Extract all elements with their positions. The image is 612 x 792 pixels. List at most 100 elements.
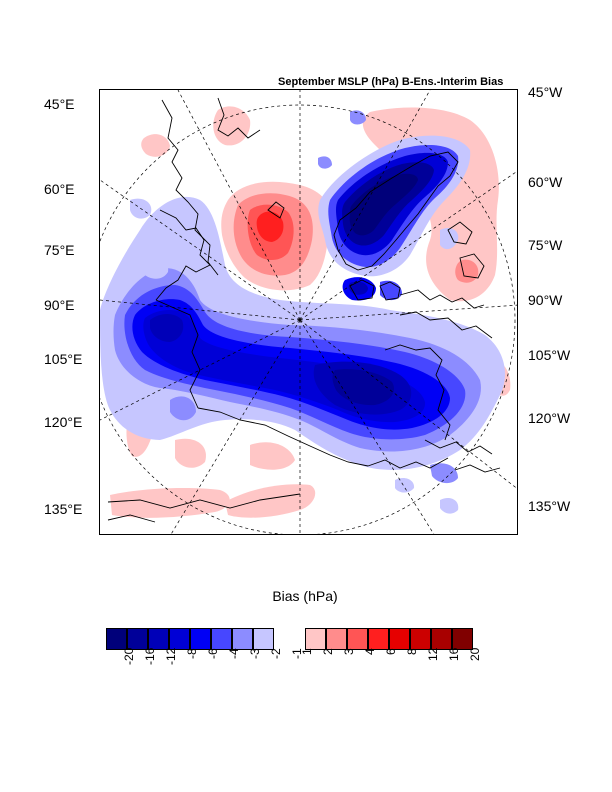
lon-label-135w: 135°W (528, 498, 571, 514)
coastline (155, 299, 201, 409)
bias-region (440, 498, 459, 514)
graticule-line (299, 90, 431, 321)
colorbar-swatch (389, 628, 410, 650)
colorbar-tick-label: 16 (447, 648, 461, 662)
colorbar-tick-label: 2 (321, 648, 335, 655)
colorbar-tick-label: 4 (363, 648, 377, 655)
graticule-line (170, 319, 301, 534)
bias-region (318, 156, 332, 169)
coastline (155, 209, 211, 301)
colorbar-swatch (431, 628, 452, 650)
lon-label-90e: 90°E (44, 297, 75, 313)
graticule-line (177, 90, 301, 321)
graticule-line (100, 179, 301, 321)
coastline (267, 201, 285, 219)
lon-label-60e: 60°E (44, 181, 75, 197)
coastline (379, 281, 401, 301)
graticule (100, 90, 517, 534)
bias-region (150, 314, 184, 342)
colorbar-title: Bias (hPa) (272, 588, 338, 604)
map-panel (99, 89, 518, 535)
coastline (447, 221, 473, 245)
colorbar-swatch (253, 628, 274, 650)
colorbar-tick-label: 1 (300, 648, 314, 655)
coastline (384, 344, 451, 441)
graticule-line (100, 319, 301, 421)
colorbar-swatch (305, 628, 326, 650)
lon-label-60w: 60°W (528, 174, 563, 190)
colorbar-swatch (211, 628, 232, 650)
colorbar-swatch (169, 628, 190, 650)
bias-region (213, 106, 251, 146)
colorbar-swatch (232, 628, 253, 650)
colorbar-tick-label: -3 (248, 648, 262, 659)
bias-region (225, 484, 316, 518)
coastline (459, 253, 485, 279)
colorbar-tick-label: -2 (269, 648, 283, 659)
colorbar-swatch (368, 628, 389, 650)
bias-region (170, 396, 196, 421)
graticule-line (299, 319, 435, 534)
coastline (454, 464, 501, 473)
lon-label-105w: 105°W (528, 347, 571, 363)
bias-region (440, 228, 459, 250)
colorbar-tick-label: 20 (468, 648, 482, 662)
colorbar-tick-label: 3 (342, 648, 356, 655)
coastline (107, 514, 156, 523)
bias-region (175, 438, 206, 468)
lon-label-75e: 75°E (44, 242, 75, 258)
plot-title: September MSLP (hPa) B-Ens.-Interim Bias (278, 76, 504, 88)
graticule-line (299, 304, 517, 321)
colorbar-swatch (274, 628, 295, 650)
coastline (349, 279, 375, 301)
colorbar-tick-label: -20 (122, 648, 136, 666)
bias-map (100, 90, 517, 534)
colorbar-swatch (190, 628, 211, 650)
colorbar-tick-label: -16 (143, 648, 157, 666)
colorbar-tick-label: -4 (227, 648, 241, 659)
coastline (197, 407, 369, 467)
bias-region (250, 442, 295, 470)
bias-region (141, 134, 170, 157)
lon-label-45w: 45°W (528, 84, 563, 100)
colorbar-tick-label: -8 (185, 648, 199, 659)
lon-label-120e: 120°E (44, 414, 83, 430)
lon-label-135e: 135°E (44, 501, 83, 517)
graticule-line (299, 170, 517, 321)
graticule-circle (100, 104, 516, 534)
lon-label-75w: 75°W (528, 237, 563, 253)
coastline (217, 97, 261, 139)
colorbar-tick-label: 12 (426, 648, 440, 662)
coastline (399, 289, 485, 309)
colorbar-swatch (452, 628, 473, 650)
bias-region (350, 110, 366, 125)
bias-region (140, 256, 169, 279)
bias-region (110, 487, 230, 518)
bias-region (380, 280, 402, 301)
colorbar-swatch (326, 628, 347, 650)
bias-region (395, 477, 415, 493)
coastline (333, 151, 459, 271)
colorbar-tick-label: -12 (164, 648, 178, 666)
bias-region (332, 369, 395, 406)
colorbar-tick-label: 8 (405, 648, 419, 655)
lon-label-45e: 45°E (44, 96, 75, 112)
coastline (424, 439, 493, 455)
lon-label-105e: 105°E (44, 351, 83, 367)
graticule-line (299, 319, 517, 489)
colorbar-swatch (148, 628, 169, 650)
colorbar-swatch (410, 628, 431, 650)
bias-region (256, 211, 284, 242)
coastline (161, 99, 219, 276)
coastline (367, 457, 449, 469)
colorbar-swatch (347, 628, 368, 650)
lon-label-120w: 120°W (528, 410, 571, 426)
negative-bias-areas (100, 110, 505, 514)
colorbar-swatch (127, 628, 148, 650)
colorbar-tick-label: -6 (206, 648, 220, 659)
lon-label-90w: 90°W (528, 292, 563, 308)
bias-region (349, 173, 418, 236)
coastline (107, 493, 301, 509)
bias-region (430, 463, 458, 484)
